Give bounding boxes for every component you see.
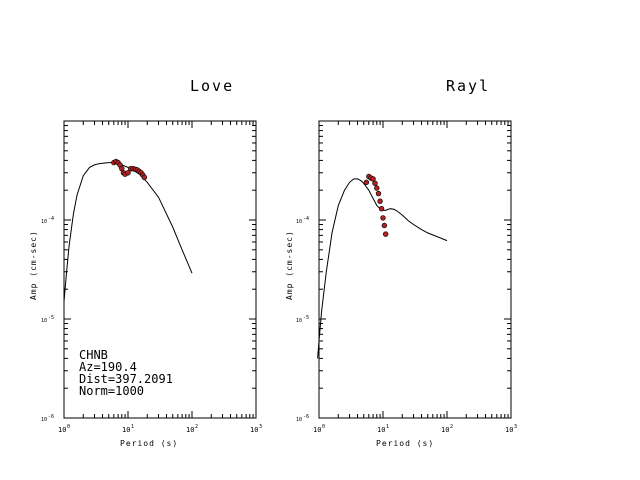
svg-text:2: 2 xyxy=(195,424,198,430)
rayl-observed-point xyxy=(374,185,380,191)
love-x-tick-label: 10 1 xyxy=(122,424,134,434)
rayl-y-tick-label: 10 -6 xyxy=(296,414,309,423)
rayl-x-tick-label: 10 3 xyxy=(505,424,517,434)
love-observed-point xyxy=(141,174,148,180)
love-theory-curve xyxy=(63,162,193,302)
rayl-ticks xyxy=(318,121,512,419)
station-name: CHNB xyxy=(79,348,108,362)
svg-text:1: 1 xyxy=(386,424,389,430)
svg-text:0: 0 xyxy=(67,424,70,430)
rayl-x-tick-label: 10 0 xyxy=(313,424,325,434)
love-x-tick-label: 10 0 xyxy=(58,424,70,434)
svg-text:10: 10 xyxy=(58,426,66,434)
svg-text:-6: -6 xyxy=(303,414,309,420)
rayl-title: Rayl xyxy=(446,77,490,95)
svg-text:10: 10 xyxy=(296,417,302,423)
svg-text:1: 1 xyxy=(131,424,134,430)
svg-text:3: 3 xyxy=(514,424,517,430)
rayl-observed-point xyxy=(370,176,376,182)
svg-text:10: 10 xyxy=(122,426,130,434)
svg-text:-4: -4 xyxy=(303,216,309,222)
svg-text:-6: -6 xyxy=(48,414,54,420)
rayl-observed-point xyxy=(372,180,378,186)
rayl-x-axis-label: Period (s) xyxy=(376,439,434,448)
rayl-plot-frame xyxy=(318,120,512,419)
svg-text:10: 10 xyxy=(41,417,47,423)
rayl-panel: Rayl 10 0 10 1 10 2 10 3 10-410-510-6 Period (s… xyxy=(285,77,517,448)
rayl-y-axis-label: Amp (cm-sec) xyxy=(285,230,294,300)
svg-text:10: 10 xyxy=(296,219,302,225)
svg-text:2: 2 xyxy=(450,424,453,430)
svg-text:-5: -5 xyxy=(303,315,309,321)
svg-text:10: 10 xyxy=(186,426,194,434)
svg-text:-4: -4 xyxy=(48,216,54,222)
svg-text:10: 10 xyxy=(250,426,258,434)
rayl-y-tick-label: 10 -5 xyxy=(296,315,309,324)
rayl-x-tick-label: 10 2 xyxy=(441,424,453,434)
svg-text:10: 10 xyxy=(41,219,47,225)
love-y-tick-label: 10 -4 xyxy=(41,216,54,225)
rayl-observed-point xyxy=(378,206,385,212)
svg-text:10: 10 xyxy=(296,318,302,324)
rayl-x-tick-label: 10 1 xyxy=(377,424,389,434)
love-x-tick-label: 10 2 xyxy=(186,424,198,434)
love-panel: Love 10 0 10 1 10 2 10 3 10-410-510-6 Period (s… xyxy=(29,77,262,448)
love-x-tick-label: 10 3 xyxy=(250,424,262,434)
love-title: Love xyxy=(190,77,234,95)
svg-text:0: 0 xyxy=(322,424,325,430)
rayl-x-tick-labels: 10 0 10 1 10 2 10 3 xyxy=(313,424,517,434)
love-plot-frame xyxy=(63,120,257,419)
rayl-theory-curve xyxy=(317,178,448,359)
love-x-axis-label: Period (s) xyxy=(120,439,178,448)
rayl-observed-point xyxy=(377,198,383,204)
rayl-observed-point xyxy=(381,222,388,229)
svg-text:10: 10 xyxy=(377,426,385,434)
love-y-tick-label: 10 -6 xyxy=(41,414,54,423)
azimuth-text: Az=190.4 xyxy=(79,360,137,374)
svg-text:10: 10 xyxy=(313,426,321,434)
rayl-observed-point xyxy=(380,215,386,221)
love-y-axis-label: Amp (cm-sec) xyxy=(29,230,38,300)
rayl-y-tick-labels: 10-410-510-6 xyxy=(296,216,309,423)
rayl-series xyxy=(317,173,448,359)
svg-text:-5: -5 xyxy=(48,315,54,321)
rayl-y-tick-label: 10 -4 xyxy=(296,216,309,225)
love-observed-point xyxy=(125,170,131,176)
love-series xyxy=(63,158,193,302)
rayl-observed-point xyxy=(363,179,370,186)
svg-text:3: 3 xyxy=(259,424,262,430)
distance-text: Dist=397.2091 xyxy=(79,372,173,386)
svg-text:10: 10 xyxy=(505,426,513,434)
norm-text: Norm=1000 xyxy=(79,384,144,398)
love-ticks xyxy=(63,121,257,419)
svg-text:10: 10 xyxy=(441,426,449,434)
rayl-observed-point xyxy=(375,190,382,197)
love-x-tick-labels: 10 0 10 1 10 2 10 3 xyxy=(58,424,262,434)
svg-text:10: 10 xyxy=(41,318,47,324)
rayl-observed-point xyxy=(382,231,389,237)
love-y-tick-labels: 10-410-510-6 xyxy=(41,216,54,423)
love-y-tick-label: 10 -5 xyxy=(41,315,54,324)
